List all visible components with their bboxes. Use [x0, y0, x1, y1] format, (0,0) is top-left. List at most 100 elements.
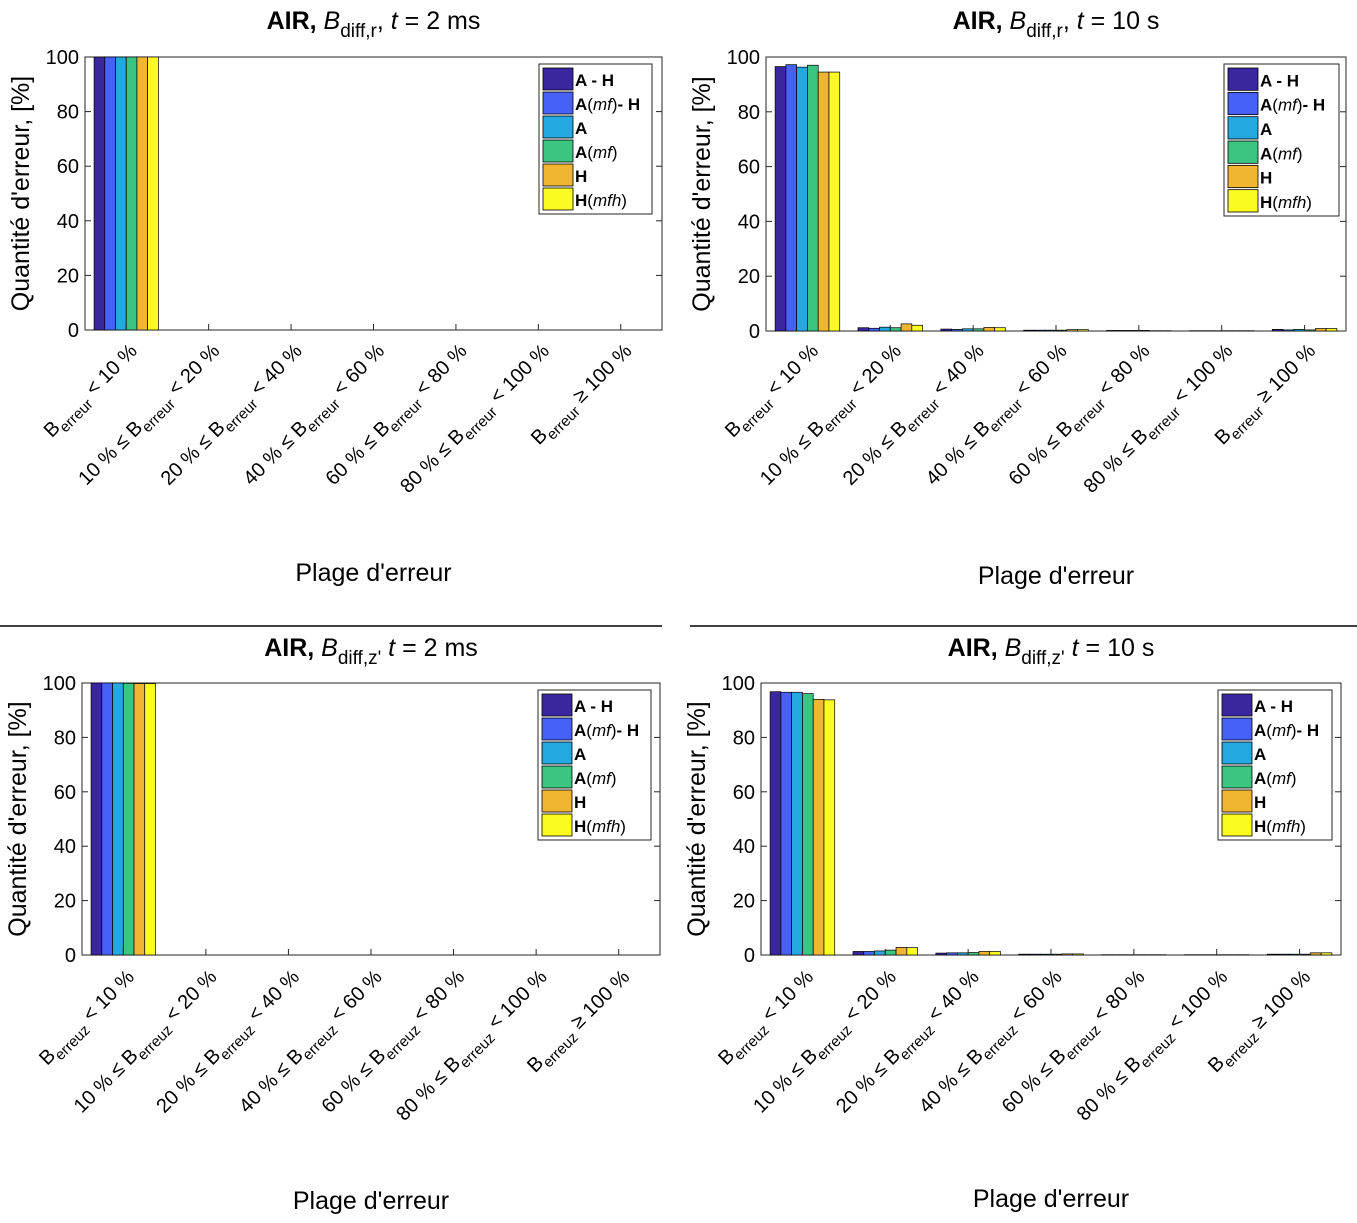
legend-swatch: [543, 140, 573, 162]
legend-label-part: A: [1254, 721, 1266, 740]
legend-label-part: H: [574, 817, 586, 836]
legend-label-part: A: [1254, 769, 1266, 788]
x-tick-subscript: erreuz: [457, 1030, 499, 1072]
bar: [1289, 954, 1300, 955]
x-tick-prefix: 40 % ≤: [922, 426, 985, 489]
legend-swatch: [542, 814, 572, 836]
title-var: B: [314, 634, 338, 662]
y-tick-label: 40: [733, 836, 755, 858]
title-rest: = 10 s: [1079, 634, 1155, 662]
bar: [1024, 330, 1035, 331]
legend-label: H(mfh): [574, 817, 626, 836]
x-tick-subscript: erreur: [544, 403, 584, 443]
bar: [880, 327, 891, 331]
bar: [962, 329, 973, 331]
legend-label-part: A - H: [1260, 71, 1299, 90]
legend-swatch: [1222, 694, 1252, 716]
bar: [797, 67, 808, 331]
x-axis-label: Plage d'erreur: [973, 1185, 1129, 1213]
bar: [968, 953, 979, 955]
x-tick-subscript: erreuz: [731, 1022, 773, 1064]
title-bold: AIR,: [953, 7, 1003, 35]
y-tick-label: 100: [43, 673, 76, 695]
bar: [1315, 329, 1326, 331]
legend-label-part: - H: [1303, 96, 1326, 115]
title-tvar: t: [1065, 634, 1080, 662]
y-axis-label: Quantité d'erreur, [%]: [683, 701, 711, 936]
x-tick-subscript: erreur: [1069, 396, 1109, 436]
legend-label-part: ): [612, 143, 618, 162]
y-tick-label: 100: [727, 47, 760, 69]
legend-label: A(mf)- H: [1254, 721, 1319, 740]
x-tick-suffix: < 80 %: [1089, 966, 1149, 1026]
x-tick-prefix: 80 % ≤: [1073, 1062, 1136, 1125]
title-tvar: t: [381, 634, 396, 662]
x-tick-label: 60 % ≤ Berreur< 80 %: [1005, 340, 1159, 494]
bar: [1029, 954, 1040, 955]
legend-label-part: H: [1254, 793, 1266, 812]
bar: [1040, 954, 1051, 955]
bar: [802, 694, 813, 955]
x-tick-subscript: erreuz: [814, 1022, 856, 1064]
bar: [775, 67, 786, 331]
x-tick-suffix: < 100 %: [1164, 966, 1232, 1034]
legend-label-part: ): [620, 817, 626, 836]
y-tick-label: 60: [57, 156, 79, 178]
legend-swatch: [542, 766, 572, 788]
legend-label-part: mfh: [593, 191, 621, 210]
y-tick-label: 0: [744, 945, 755, 967]
title-bold: AIR,: [267, 7, 317, 35]
legend-label: A(mf): [575, 143, 618, 162]
y-tick-label: 80: [57, 102, 79, 124]
bar: [1139, 330, 1150, 331]
x-tick-suffix: < 100 %: [484, 966, 552, 1034]
legend-label-part: H: [1260, 169, 1272, 188]
bar: [984, 327, 995, 331]
y-tick-label: 0: [68, 320, 79, 342]
x-tick-suffix: < 40 %: [247, 340, 307, 400]
legend-label-part: ): [621, 191, 627, 210]
legend-label-part: A: [575, 119, 587, 138]
legend-label-part: H: [1254, 817, 1266, 836]
y-tick-label: 20: [54, 891, 76, 913]
legend-label-part: A: [575, 143, 587, 162]
chart-title: AIR, Bdiff,z' t = 10 s: [948, 634, 1155, 669]
title-rest: = 2 ms: [395, 634, 478, 662]
x-tick-subscript: erreur: [304, 396, 344, 436]
bar: [113, 683, 124, 955]
legend-swatch: [1222, 718, 1252, 740]
bar: [875, 951, 886, 955]
legend-label: H(mfh): [1254, 817, 1306, 836]
bar: [1300, 954, 1311, 955]
x-tick-subscript: erreur: [139, 396, 179, 436]
chart-title: AIR, Bdiff,r, t = 2 ms: [267, 7, 481, 42]
x-tick-suffix: < 40 %: [929, 340, 989, 400]
legend-label: H: [1254, 793, 1266, 812]
legend-label-part: ): [1300, 817, 1306, 836]
x-tick-prefix: 40 % ≤: [235, 1054, 298, 1117]
bar: [979, 951, 990, 955]
legend-label: H: [574, 793, 586, 812]
bar: [1019, 954, 1030, 955]
x-tick-subscript: erreuz: [299, 1022, 341, 1064]
x-tick-subscript: erreur: [461, 404, 501, 444]
legend-label-part: A: [574, 721, 586, 740]
title-var: B: [317, 7, 341, 35]
legend-swatch: [1228, 190, 1258, 212]
legend-label-part: A: [575, 95, 587, 114]
legend-label: A(mf)- H: [1260, 96, 1325, 115]
legend-label: A(mf): [1260, 144, 1303, 163]
bar: [1051, 954, 1062, 955]
legend-label-part: H: [575, 191, 587, 210]
legend-label-part: A: [1260, 120, 1272, 139]
x-tick-prefix: 20 % ≤: [832, 1054, 895, 1117]
legend-label-part: H: [574, 793, 586, 812]
legend-label-part: A - H: [1254, 697, 1293, 716]
x-tick-label: 10 % ≤ Berreuz< 20 %: [749, 966, 904, 1121]
legend-label: A - H: [575, 71, 614, 90]
x-tick-label: 10 % ≤ Berreur< 20 %: [756, 340, 910, 494]
x-tick-suffix: ≥ 100 %: [1248, 966, 1315, 1033]
